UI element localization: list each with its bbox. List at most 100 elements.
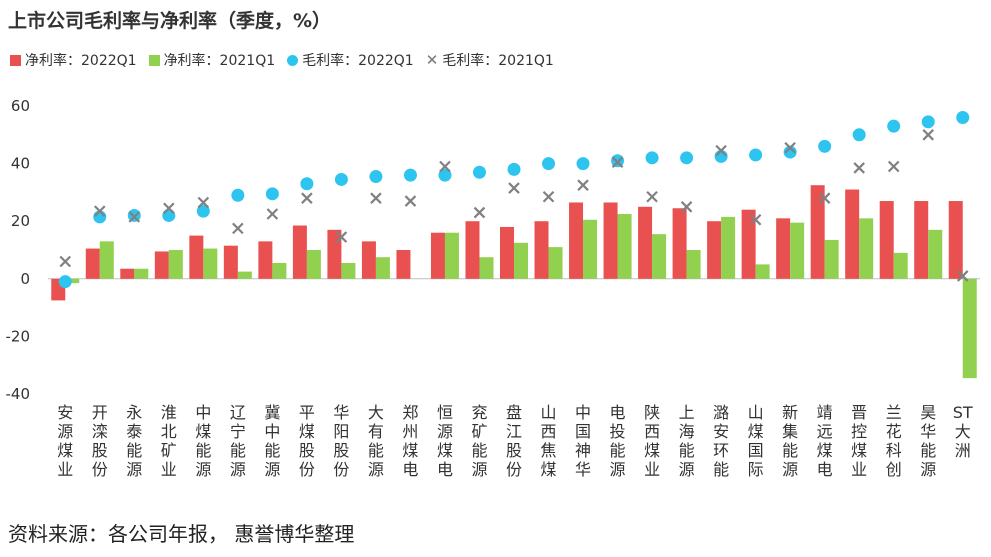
bar-net-2022 xyxy=(741,209,756,279)
bar-net-2022 xyxy=(430,232,445,279)
bar-net-2021 xyxy=(617,214,632,279)
y-tick-label: 60 xyxy=(11,97,30,115)
x-category-label: 新集能源 xyxy=(782,403,798,479)
x-category-label: 冀中能源 xyxy=(264,403,280,479)
cross-gross-2021 xyxy=(611,156,624,168)
x-category-label: 永泰能源 xyxy=(126,403,142,479)
x-category-label: 平煤股份 xyxy=(299,403,315,479)
legend-swatch-net-2022 xyxy=(10,54,21,66)
bar-net-2022 xyxy=(223,245,238,279)
x-category-label: 中煤能源 xyxy=(195,403,211,479)
cross-gross-2021 xyxy=(439,160,451,173)
bar-net-2022 xyxy=(292,225,307,279)
dot-gross-2022 xyxy=(576,157,590,171)
bar-net-2022 xyxy=(879,201,894,279)
bar-net-2022 xyxy=(914,201,929,279)
dot-gross-2022 xyxy=(334,172,348,186)
bar-net-2022 xyxy=(120,268,135,279)
legend-cross-icon: ✕ xyxy=(425,50,439,69)
bar-net-2022 xyxy=(776,218,791,279)
bar-net-2022 xyxy=(672,208,687,279)
bar-net-2021 xyxy=(859,218,874,279)
bar-net-2021 xyxy=(134,268,149,279)
cross-gross-2021 xyxy=(404,195,417,207)
dot-gross-2022 xyxy=(58,275,72,289)
bar-net-2022 xyxy=(534,221,549,279)
dot-gross-2022 xyxy=(783,145,797,159)
x-category-label: 郑州煤电 xyxy=(402,403,418,479)
x-category-label: ST 大洲 xyxy=(953,403,973,460)
cross-gross-2021 xyxy=(646,190,658,203)
dot-gross-2022 xyxy=(887,119,901,133)
y-tick-label: 20 xyxy=(11,212,30,230)
x-category-label: 靖远煤电 xyxy=(817,403,833,479)
bar-net-2022 xyxy=(85,248,100,279)
legend-item-net-2022: 净利率：2022Q1 xyxy=(10,50,137,70)
cross-gross-2021 xyxy=(749,213,762,226)
bar-net-2022 xyxy=(638,206,653,279)
bar-net-2022 xyxy=(361,241,376,279)
bar-net-2022 xyxy=(465,221,480,279)
legend-swatch-gross-2022 xyxy=(287,54,299,66)
legend-label-gross-2022: 毛利率：2022Q1 xyxy=(302,53,414,69)
y-tick-label: 40 xyxy=(11,155,30,173)
legend-label-net-2021: 净利率：2021Q1 xyxy=(163,53,276,69)
legend-swatch-net-2021 xyxy=(148,54,160,66)
bar-net-2021 xyxy=(928,229,943,279)
legend-item-net-2021: 净利率：2021Q1 xyxy=(148,50,276,70)
x-category-label: 恒源煤电 xyxy=(437,403,453,479)
bar-net-2021 xyxy=(306,250,321,279)
x-category-label: 潞安环能 xyxy=(713,403,729,479)
bar-net-2021 xyxy=(790,222,805,279)
bar-net-2022 xyxy=(603,202,618,279)
dot-gross-2022 xyxy=(542,157,556,171)
bar-net-2021 xyxy=(203,248,218,279)
dot-gross-2022 xyxy=(472,165,486,179)
cross-gross-2021 xyxy=(93,205,106,217)
legend-item-gross-2022: 毛利率：2022Q1 xyxy=(287,50,414,70)
x-category-label: 山西焦煤 xyxy=(541,403,557,479)
x-category-label: 盘江股份 xyxy=(506,403,522,479)
bar-net-2021 xyxy=(893,252,908,279)
bar-net-2021 xyxy=(755,264,770,279)
dot-gross-2022 xyxy=(507,162,521,176)
dot-gross-2022 xyxy=(818,139,832,153)
bar-net-2021 xyxy=(824,239,839,279)
legend-item-gross-2021: ✕ 毛利率：2021Q1 xyxy=(426,50,554,70)
cross-gross-2021 xyxy=(887,160,900,173)
dot-gross-2022 xyxy=(300,177,314,191)
cross-gross-2021 xyxy=(232,222,244,235)
cross-gross-2021 xyxy=(266,208,279,220)
y-tick-label: 0 xyxy=(20,270,30,288)
chart-title: 上市公司毛利率与净利率（季度，%） xyxy=(8,10,332,32)
bar-net-2022 xyxy=(154,251,169,279)
y-tick-label: -40 xyxy=(6,385,31,403)
bar-net-2021 xyxy=(65,278,80,284)
bar-net-2022 xyxy=(845,189,860,279)
x-category-label: 上海能源 xyxy=(679,403,695,479)
dot-gross-2022 xyxy=(162,208,176,222)
bar-net-2022 xyxy=(500,226,514,279)
cross-gross-2021 xyxy=(473,206,486,219)
x-category-label: 兖矿能源 xyxy=(471,403,487,479)
bar-net-2022 xyxy=(327,229,342,279)
chart-legend: 净利率：2022Q1 净利率：2021Q1 毛利率：2022Q1 ✕ 毛利率：2… xyxy=(10,50,566,70)
bar-net-2021 xyxy=(514,242,528,279)
x-category-label: 中国神华 xyxy=(575,403,591,479)
cross-gross-2021 xyxy=(853,162,865,174)
dot-gross-2022 xyxy=(921,115,935,129)
y-tick-label: -20 xyxy=(6,327,31,345)
bar-net-2021 xyxy=(721,216,736,279)
cross-gross-2021 xyxy=(163,202,175,215)
dot-gross-2022 xyxy=(680,151,694,165)
x-category-label: 陕西煤业 xyxy=(644,403,660,479)
cross-gross-2021 xyxy=(335,231,348,243)
bar-net-2021 xyxy=(583,219,598,279)
bar-net-2022 xyxy=(569,202,584,279)
cross-gross-2021 xyxy=(59,255,72,268)
bar-net-2021 xyxy=(341,262,356,279)
dot-gross-2022 xyxy=(196,204,210,218)
bar-net-2021 xyxy=(652,234,667,279)
dot-gross-2022 xyxy=(403,168,417,182)
